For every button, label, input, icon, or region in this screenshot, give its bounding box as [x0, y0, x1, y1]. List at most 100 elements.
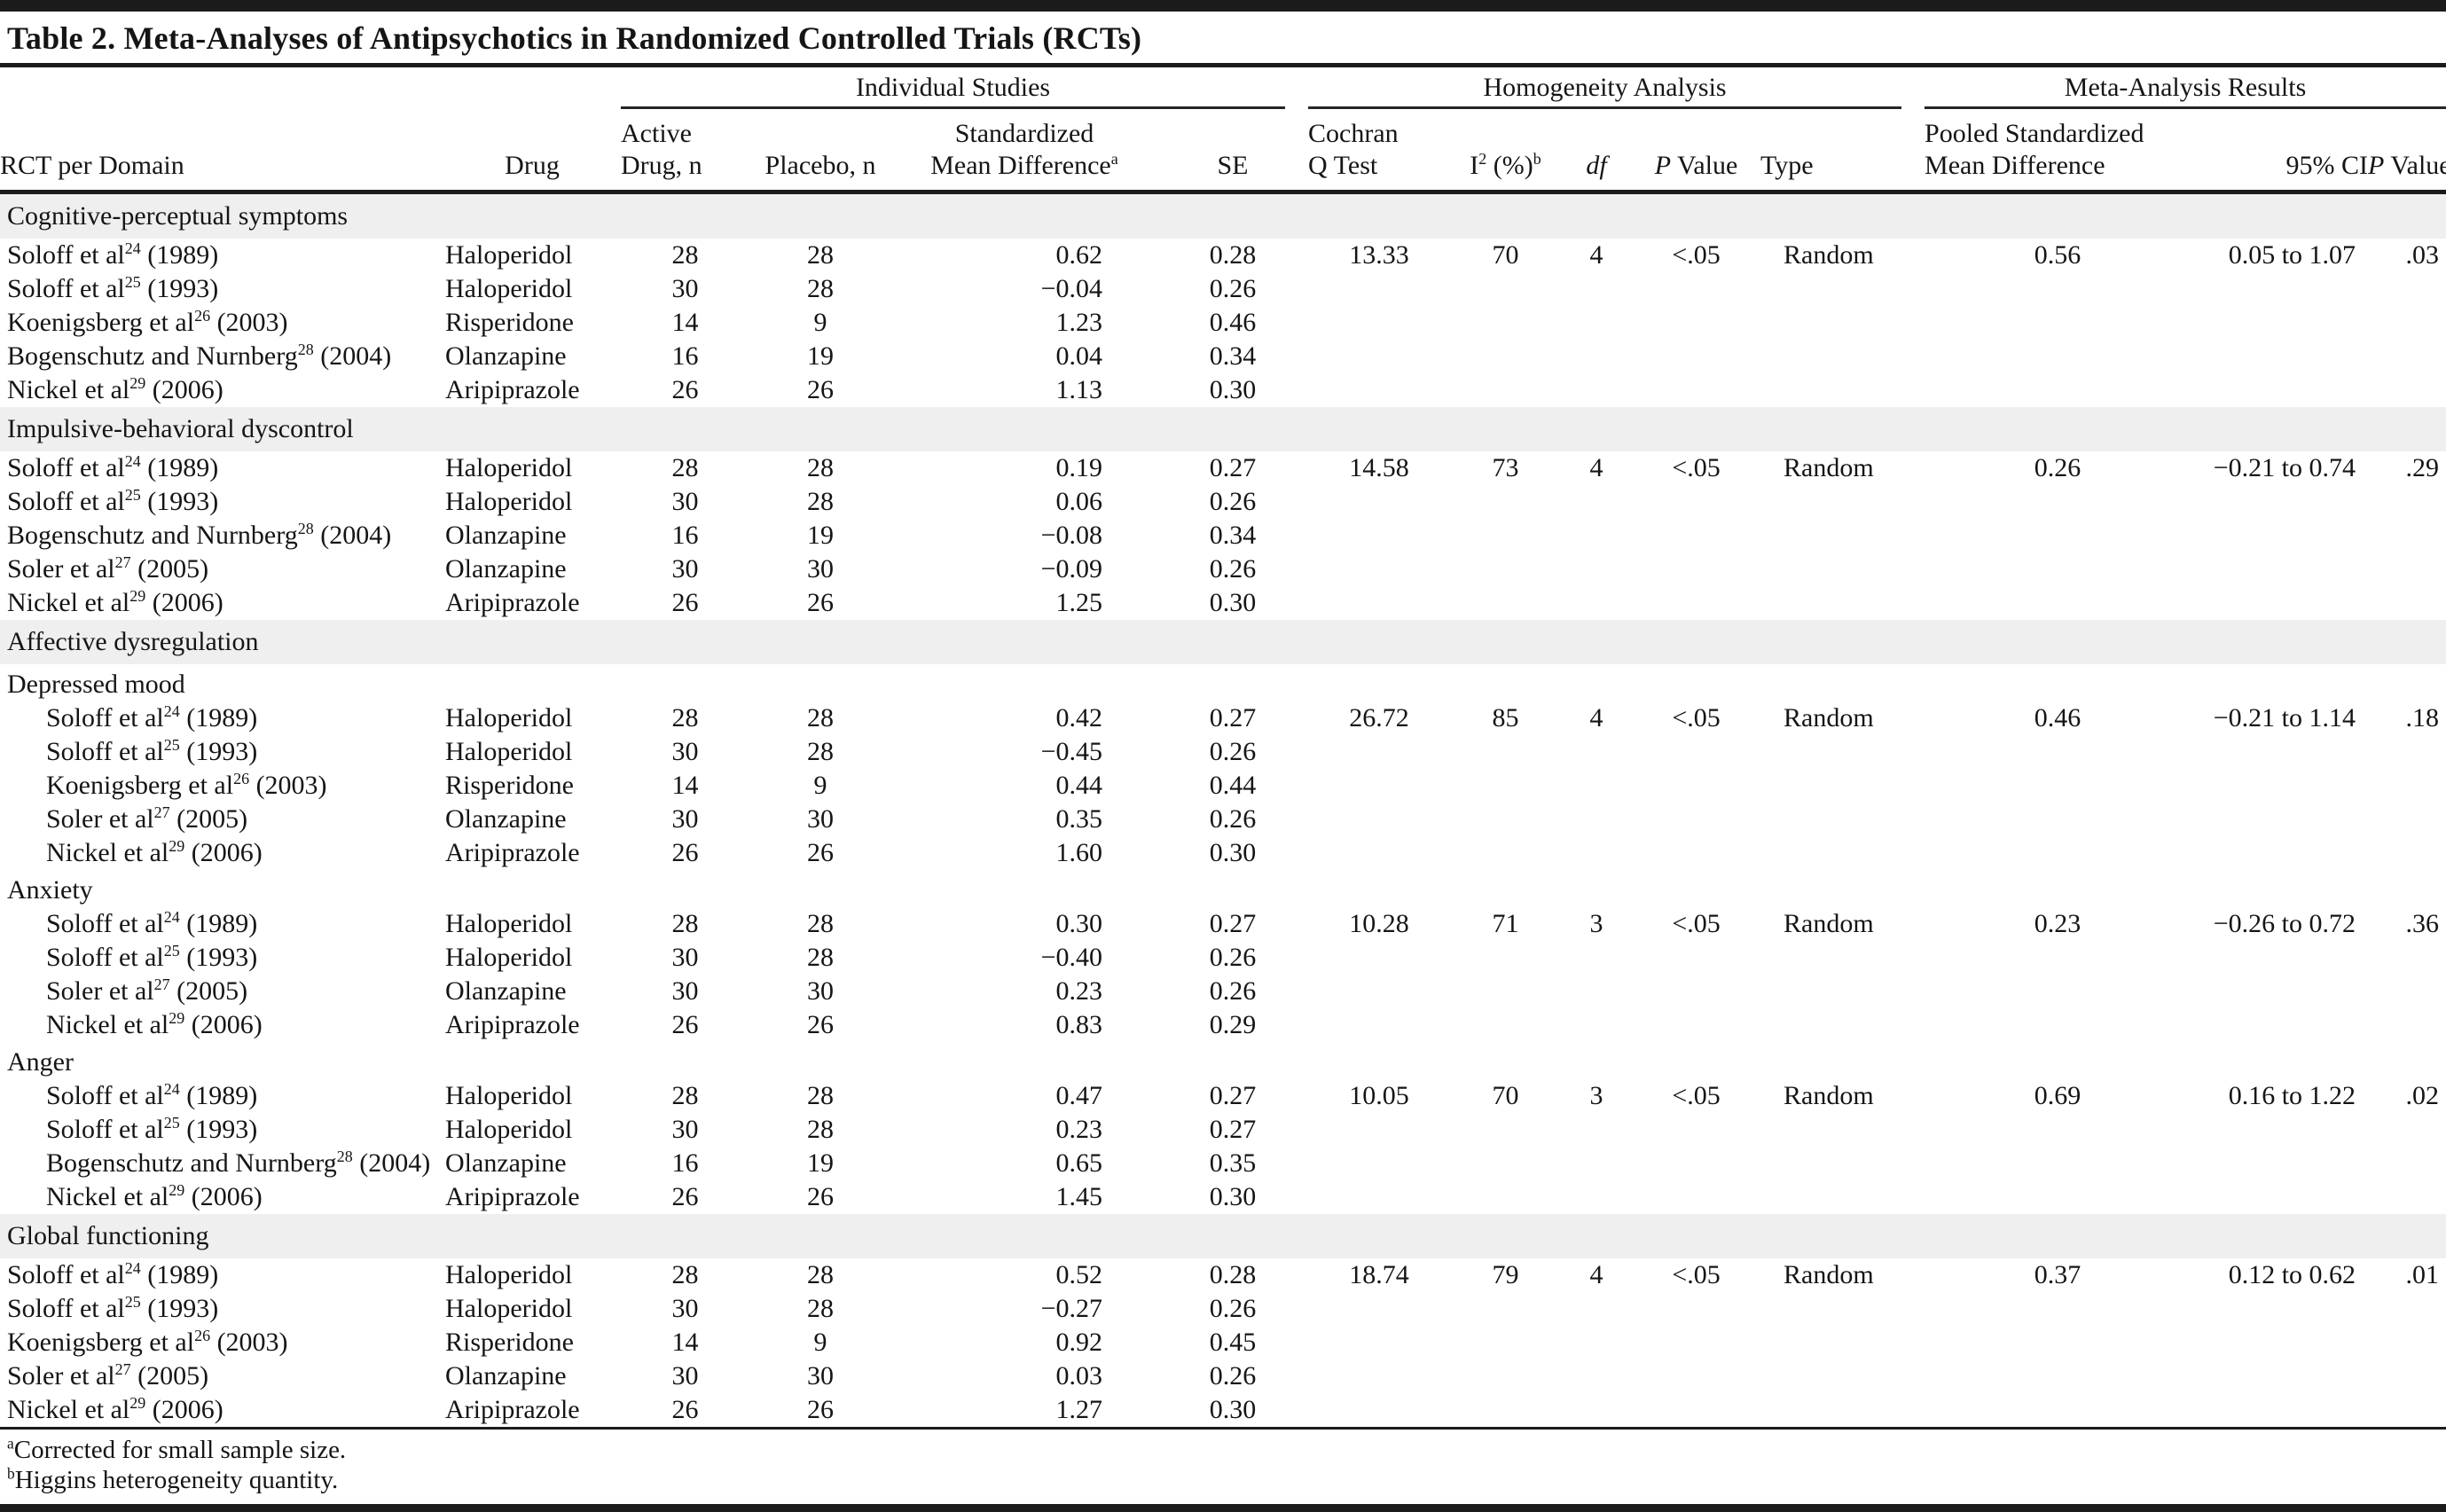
i2-cell: [1450, 586, 1561, 620]
i2-cell: [1450, 1326, 1561, 1359]
placebo-n-cell: 26: [807, 1010, 834, 1039]
type-cell: [1760, 803, 1925, 836]
study-cell: Soloff et al25 (1993): [46, 942, 258, 972]
pooled-smd-cell: [1925, 941, 2191, 975]
cochran-q-cell: [1308, 941, 1450, 975]
meta-p-cell: .02: [2405, 1081, 2440, 1110]
p-value-cell: [1632, 373, 1760, 407]
section-header-label: Cognitive-perceptual symptoms: [0, 192, 2446, 239]
se-cell: 0.27: [1209, 1115, 1257, 1144]
header-p-value-meta: P Value: [2368, 109, 2446, 194]
se-cell: 0.28: [1209, 1260, 1257, 1289]
p-value-cell: <.05: [1672, 1081, 1721, 1110]
active-n-cell: 28: [671, 1081, 699, 1110]
active-n-cell: 14: [671, 771, 699, 800]
smd-cell: −0.40: [1040, 943, 1102, 972]
cochran-q-cell: [1308, 1147, 1450, 1180]
p-value-cell: <.05: [1672, 703, 1721, 732]
smd-cell: 0.35: [1055, 804, 1103, 834]
study-cell: Soloff et al24 (1989): [46, 908, 258, 938]
pooled-smd-cell: [1925, 803, 2191, 836]
pooled-smd-cell: 0.26: [2034, 453, 2081, 482]
p-value-cell: [1632, 485, 1760, 519]
df-cell: [1561, 1008, 1632, 1042]
p-value-cell: [1632, 1326, 1760, 1359]
type-cell: [1760, 1393, 1925, 1427]
pooled-smd-cell: [1925, 586, 2191, 620]
cochran-q-cell: [1308, 735, 1450, 769]
df-cell: [1561, 735, 1632, 769]
i2-cell: 71: [1492, 909, 1519, 938]
i2-cell: [1450, 1292, 1561, 1326]
placebo-n-cell: 28: [807, 487, 834, 516]
header-95-ci: 95% CI: [2191, 109, 2369, 194]
header-type: Type: [1760, 109, 1925, 194]
type-cell: [1760, 272, 1925, 306]
se-cell: 0.27: [1209, 909, 1257, 938]
drug-cell: Haloperidol: [445, 487, 573, 516]
se-cell: 0.27: [1209, 453, 1257, 482]
reference-superscript: 29: [129, 1394, 146, 1412]
se-cell: 0.44: [1209, 771, 1257, 800]
i2-cell: 70: [1492, 240, 1519, 270]
placebo-n-cell: 19: [807, 1148, 834, 1178]
pooled-smd-cell: 0.37: [2034, 1260, 2081, 1289]
drug-cell: Risperidone: [445, 308, 574, 337]
meta-p-cell: [2368, 1180, 2446, 1214]
study-row: Soler et al27 (2005) Olanzapine 30 30 −0.09 0…: [0, 552, 2446, 586]
se-cell: 0.27: [1209, 703, 1257, 732]
smd-cell: 0.47: [1055, 1081, 1103, 1110]
i2-cell: [1450, 1113, 1561, 1147]
cochran-q-cell: 13.33: [1349, 240, 1409, 270]
study-row: Soloff et al25 (1993) Haloperidol 30 28 −0.4…: [0, 941, 2446, 975]
drug-cell: Aripiprazole: [445, 375, 580, 404]
pooled-smd-cell: [1925, 485, 2191, 519]
pooled-smd-cell: [1925, 373, 2191, 407]
study-row: Nickel et al29 (2006) Aripiprazole 26 26 1.2…: [0, 1393, 2446, 1427]
p-value-cell: [1632, 1292, 1760, 1326]
meta-p-cell: [2368, 975, 2446, 1008]
p-value-cell: [1632, 803, 1760, 836]
type-cell: [1760, 519, 1925, 552]
type-cell: [1760, 1113, 1925, 1147]
meta-p-cell: [2368, 1292, 2446, 1326]
meta-p-cell: [2368, 735, 2446, 769]
df-cell: [1561, 1393, 1632, 1427]
study-cell: Nickel et al29 (2006): [7, 374, 223, 404]
study-row: Soloff et al24 (1989) Haloperidol 28 28 0.42…: [0, 701, 2446, 735]
p-value-cell: [1632, 735, 1760, 769]
pooled-smd-cell: [1925, 1326, 2191, 1359]
study-cell: Soloff et al25 (1993): [46, 1114, 258, 1144]
p-value-cell: <.05: [1672, 1260, 1721, 1289]
header-i2-percent: I2 (%)b: [1450, 109, 1562, 194]
active-n-cell: 30: [671, 804, 699, 834]
pooled-smd-cell: 0.46: [2034, 703, 2081, 732]
study-row: Soloff et al25 (1993) Haloperidol 30 28 0.23…: [0, 1113, 2446, 1147]
group-meta-analysis-results: Meta-Analysis Results: [1925, 67, 2446, 109]
reference-superscript: 26: [194, 307, 211, 325]
i2-cell: [1450, 735, 1561, 769]
meta-p-cell: [2368, 519, 2446, 552]
study-cell: Soloff et al25 (1993): [7, 273, 219, 303]
active-n-cell: 28: [671, 703, 699, 732]
cochran-q-cell: [1308, 1326, 1450, 1359]
header-df: df: [1561, 109, 1633, 194]
study-cell: Bogenschutz and Nurnberg28 (2004): [7, 341, 392, 371]
p-value-cell: [1632, 552, 1760, 586]
meta-p-cell: [2368, 941, 2446, 975]
se-cell: 0.30: [1209, 838, 1257, 867]
i2-cell: 79: [1492, 1260, 1519, 1289]
placebo-n-cell: 9: [813, 1328, 827, 1357]
active-n-cell: 16: [671, 341, 699, 371]
cochran-q-cell: [1308, 803, 1450, 836]
smd-cell: 0.83: [1055, 1010, 1103, 1039]
pooled-smd-cell: [1925, 975, 2191, 1008]
study-cell: Soler et al27 (2005): [7, 553, 209, 584]
pooled-smd-cell: [1925, 769, 2191, 803]
placebo-n-cell: 28: [807, 1294, 834, 1323]
se-cell: 0.46: [1209, 308, 1257, 337]
study-row: Bogenschutz and Nurnberg28 (2004) Olanzap…: [0, 519, 2446, 552]
p-value-cell: <.05: [1672, 909, 1721, 938]
df-cell: 3: [1589, 1081, 1603, 1110]
type-cell: [1760, 1180, 1925, 1214]
